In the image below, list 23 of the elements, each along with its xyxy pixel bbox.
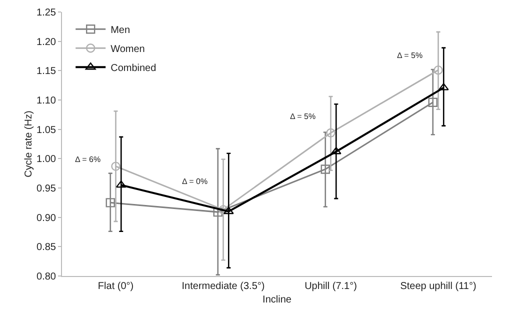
y-axis-title: Cycle rate (Hz): [24, 110, 35, 178]
x-tick-label: Intermediate (3.5°): [182, 281, 265, 292]
x-tick-label: Flat (0°): [98, 281, 134, 292]
x-tick-label: Uphill (7.1°): [304, 281, 357, 292]
legend-label: Men: [110, 25, 130, 36]
y-tick-label: 1.05: [36, 124, 56, 136]
annotation: Δ = 5%: [290, 112, 316, 121]
legend-label: Women: [110, 44, 145, 56]
y-tick-label: 1.10: [36, 96, 56, 106]
y-tick-label: 0.90: [36, 212, 56, 224]
y-tick-label: 0.80: [36, 272, 56, 282]
legend-label: Combined: [110, 63, 156, 74]
annotation: Δ = 0%: [182, 177, 208, 186]
y-tick-label: 0.85: [36, 242, 56, 254]
y-tick-label: 1.25: [36, 8, 56, 18]
annotation: Δ = 5%: [397, 51, 423, 60]
y-tick-label: 1.00: [36, 154, 56, 166]
x-axis-title: Incline: [262, 294, 292, 306]
annotation: Δ = 6%: [75, 155, 101, 164]
y-tick-label: 1.20: [36, 36, 56, 48]
x-tick-label: Steep uphill (11°): [400, 281, 476, 292]
y-tick-label: 1.15: [36, 66, 56, 78]
y-tick-label: 0.95: [36, 184, 56, 194]
